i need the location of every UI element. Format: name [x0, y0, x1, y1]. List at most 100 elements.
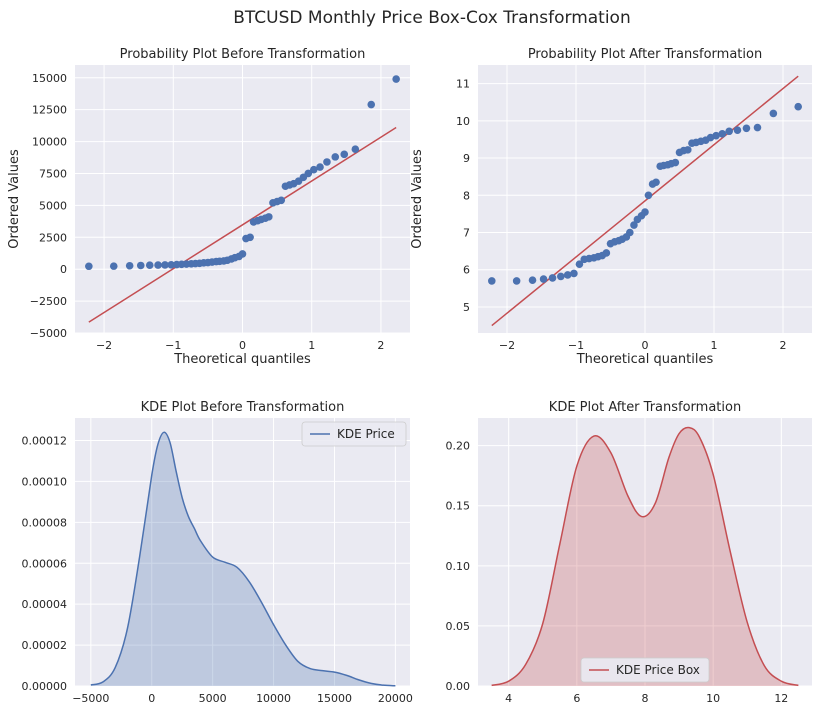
data-point: [323, 158, 331, 166]
legend-box: [301, 421, 407, 447]
data-point: [136, 261, 145, 270]
y-tick-label: 0.10: [446, 560, 471, 573]
data-point: [671, 158, 680, 167]
x-tick-label: 10: [706, 692, 720, 705]
data-point: [161, 261, 169, 269]
y-tick-label: 5000: [39, 199, 67, 212]
x-axis-label: Theoretical quantiles: [173, 352, 311, 367]
data-point: [125, 261, 134, 270]
y-tick-label: 0.00012: [22, 435, 68, 448]
chart-title: Probability Plot Before Transformation: [120, 47, 366, 62]
y-tick-label: 0.20: [446, 440, 471, 453]
x-tick-label: 6: [573, 692, 580, 705]
x-tick-label: −5000: [72, 692, 109, 705]
data-point: [304, 169, 313, 178]
fit-line: [491, 75, 799, 327]
y-tick-label: 10000: [32, 136, 67, 149]
fit-line: [88, 126, 397, 323]
data-point: [602, 249, 611, 257]
x-tick-label: 0: [148, 692, 155, 705]
x-tick-label: 2: [377, 339, 384, 352]
data-point: [154, 261, 162, 269]
x-tick-label: 20000: [378, 692, 413, 705]
y-axis-label: Ordered Values: [7, 149, 22, 249]
data-point: [769, 109, 778, 118]
data-point: [167, 261, 176, 269]
data-point: [718, 130, 727, 138]
legend-label: KDE Price Box: [616, 663, 700, 677]
x-tick-label: 0: [239, 339, 246, 352]
chart-kde-after: 4 6 8 10 12 0.00 0.05 0.10 0.15 0.20 KDE Plot Afte…: [446, 400, 812, 705]
kde-line: [90, 431, 396, 687]
legend-box: [580, 657, 710, 683]
y-tick-label: 0.00008: [22, 516, 68, 529]
data-point: [548, 274, 557, 282]
data-point: [733, 126, 742, 134]
legend: KDE Price: [301, 421, 407, 447]
data-point: [351, 145, 360, 154]
data-point: [340, 150, 349, 159]
y-tick-label: 7500: [39, 167, 67, 180]
data-point: [626, 228, 634, 237]
y-tick-label: 7: [463, 227, 470, 240]
x-axis-label: Theoretical quantiles: [576, 352, 714, 367]
y-tick-label: 0.05: [446, 620, 471, 633]
y-tick-label: 2500: [39, 231, 67, 244]
data-point: [309, 165, 318, 174]
figure-title: BTCUSD Monthly Price Box-Cox Transformat…: [233, 8, 630, 28]
y-tick-label: 0.00: [446, 680, 471, 693]
data-point: [246, 233, 254, 242]
data-point: [528, 276, 537, 284]
y-tick-label: −5000: [30, 327, 67, 340]
data-point: [265, 213, 273, 221]
data-point: [488, 277, 496, 285]
data-point: [630, 221, 638, 229]
x-tick-label: 4: [505, 692, 512, 705]
y-tick-label: 0.00006: [22, 557, 68, 570]
data-point: [683, 146, 692, 154]
data-point: [652, 178, 660, 187]
x-tick-label: 1: [711, 339, 718, 352]
x-tick-label: −2: [96, 339, 112, 352]
y-tick-label: 8: [463, 189, 470, 202]
x-tick-label: 8: [642, 692, 649, 705]
y-tick-label: 0.00004: [22, 598, 68, 611]
y-tick-label: 12500: [32, 104, 67, 117]
data-point: [85, 262, 93, 271]
kde-line: [491, 426, 799, 687]
data-point: [367, 100, 376, 109]
data-point: [316, 163, 324, 171]
plot-area: [75, 418, 410, 686]
y-tick-label: 0.00000: [22, 680, 68, 693]
data-point: [238, 250, 247, 258]
x-tick-label: 15000: [317, 692, 352, 705]
x-tick-label: 12: [774, 692, 788, 705]
data-point: [557, 272, 565, 281]
chart-pp-before: −2 −1 0 1 2 −5000 −2500 0 2500 5000 7500 10000 12500…: [7, 47, 410, 367]
y-tick-label: 0.15: [446, 500, 471, 513]
x-tick-label: 1: [308, 339, 315, 352]
y-tick-label: 0.00010: [22, 475, 68, 488]
data-point: [641, 208, 649, 216]
y-tick-label: 0: [60, 263, 67, 276]
y-tick-label: 0.00002: [22, 639, 68, 652]
data-point: [575, 260, 584, 268]
x-tick-label: 10000: [256, 692, 291, 705]
data-point: [109, 262, 118, 270]
x-tick-label: −1: [165, 339, 181, 352]
y-tick-label: 11: [456, 78, 470, 91]
data-point: [563, 271, 572, 279]
data-point: [753, 123, 762, 132]
y-tick-label: −2500: [30, 295, 67, 308]
x-tick-label: −2: [499, 339, 515, 352]
data-point: [331, 153, 340, 161]
x-tick-label: 5000: [199, 692, 227, 705]
y-tick-label: 9: [463, 152, 470, 165]
chart-kde-before: −5000 0 5000 10000 15000 20000 0.00000 0.00002 0…: [22, 400, 413, 705]
legend-label: KDE Price: [337, 427, 395, 441]
data-point: [539, 275, 548, 283]
data-point: [794, 102, 802, 111]
data-point: [392, 75, 400, 83]
x-tick-label: 0: [642, 339, 649, 352]
